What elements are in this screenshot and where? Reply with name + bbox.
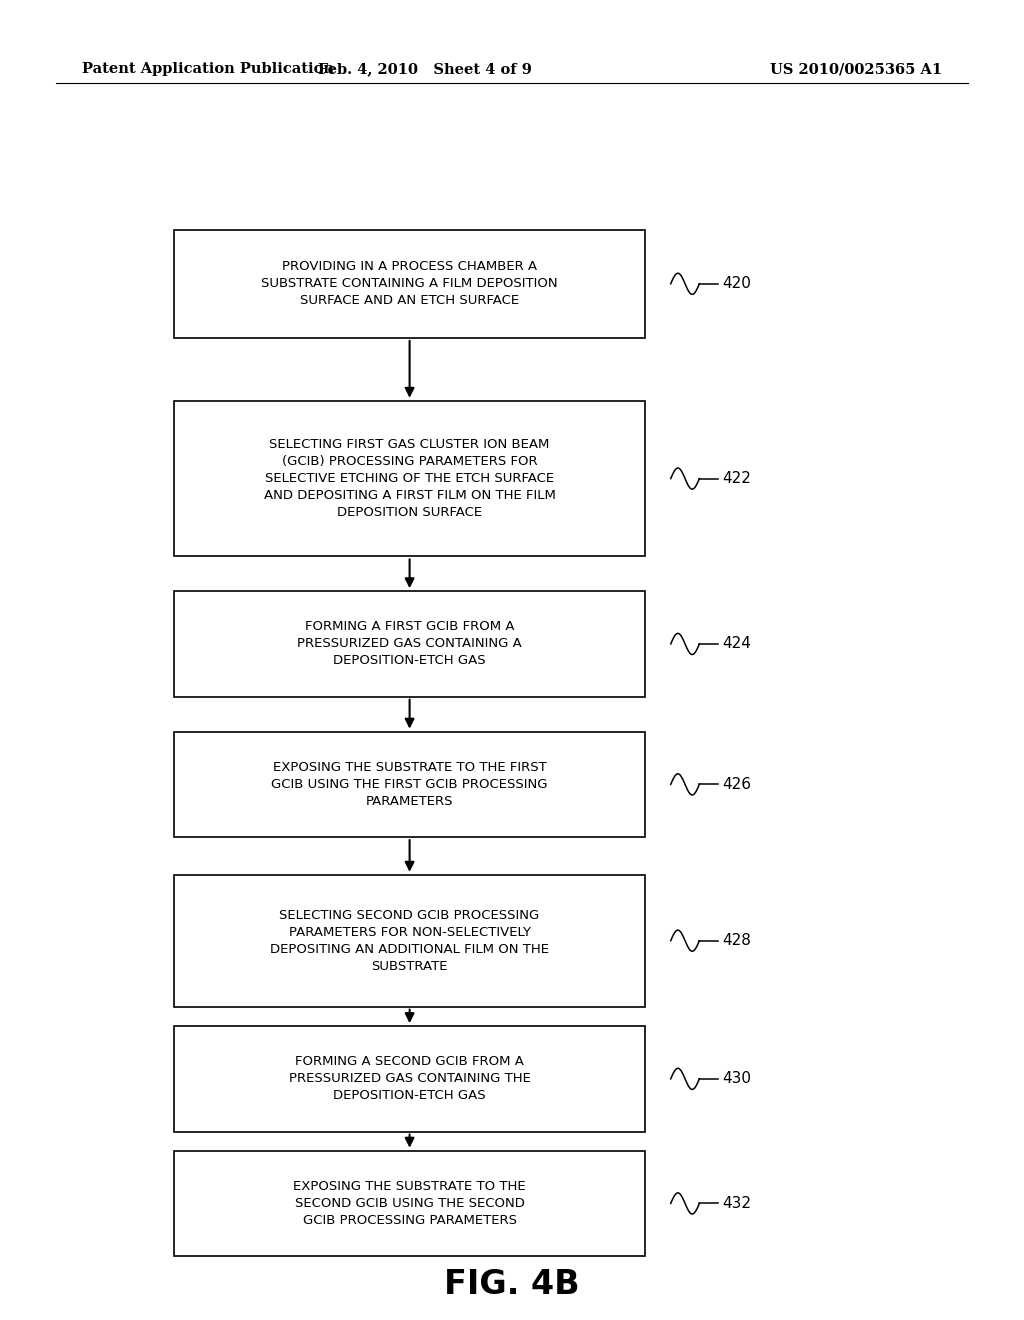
Text: PROVIDING IN A PROCESS CHAMBER A
SUBSTRATE CONTAINING A FILM DEPOSITION
SURFACE : PROVIDING IN A PROCESS CHAMBER A SUBSTRA…	[261, 260, 558, 308]
Text: 426: 426	[722, 777, 751, 792]
FancyBboxPatch shape	[174, 591, 645, 697]
Text: Feb. 4, 2010   Sheet 4 of 9: Feb. 4, 2010 Sheet 4 of 9	[318, 62, 531, 77]
Text: EXPOSING THE SUBSTRATE TO THE
SECOND GCIB USING THE SECOND
GCIB PROCESSING PARAM: EXPOSING THE SUBSTRATE TO THE SECOND GCI…	[293, 1180, 526, 1226]
FancyBboxPatch shape	[174, 1151, 645, 1257]
FancyBboxPatch shape	[174, 401, 645, 557]
Text: FORMING A SECOND GCIB FROM A
PRESSURIZED GAS CONTAINING THE
DEPOSITION-ETCH GAS: FORMING A SECOND GCIB FROM A PRESSURIZED…	[289, 1056, 530, 1102]
Text: Patent Application Publication: Patent Application Publication	[82, 62, 334, 77]
FancyBboxPatch shape	[174, 1026, 645, 1131]
Text: US 2010/0025365 A1: US 2010/0025365 A1	[770, 62, 942, 77]
FancyBboxPatch shape	[174, 230, 645, 338]
FancyBboxPatch shape	[174, 731, 645, 837]
Text: FIG. 4B: FIG. 4B	[444, 1267, 580, 1302]
Text: 424: 424	[722, 636, 751, 652]
Text: 432: 432	[722, 1196, 751, 1210]
Text: 428: 428	[722, 933, 751, 948]
Text: 420: 420	[722, 276, 751, 292]
Text: FORMING A FIRST GCIB FROM A
PRESSURIZED GAS CONTAINING A
DEPOSITION-ETCH GAS: FORMING A FIRST GCIB FROM A PRESSURIZED …	[297, 620, 522, 668]
Text: SELECTING SECOND GCIB PROCESSING
PARAMETERS FOR NON-SELECTIVELY
DEPOSITING AN AD: SELECTING SECOND GCIB PROCESSING PARAMET…	[270, 908, 549, 973]
Text: 422: 422	[722, 471, 751, 486]
Text: EXPOSING THE SUBSTRATE TO THE FIRST
GCIB USING THE FIRST GCIB PROCESSING
PARAMET: EXPOSING THE SUBSTRATE TO THE FIRST GCIB…	[271, 760, 548, 808]
Text: 430: 430	[722, 1072, 751, 1086]
Text: SELECTING FIRST GAS CLUSTER ION BEAM
(GCIB) PROCESSING PARAMETERS FOR
SELECTIVE : SELECTING FIRST GAS CLUSTER ION BEAM (GC…	[263, 438, 556, 519]
FancyBboxPatch shape	[174, 875, 645, 1007]
